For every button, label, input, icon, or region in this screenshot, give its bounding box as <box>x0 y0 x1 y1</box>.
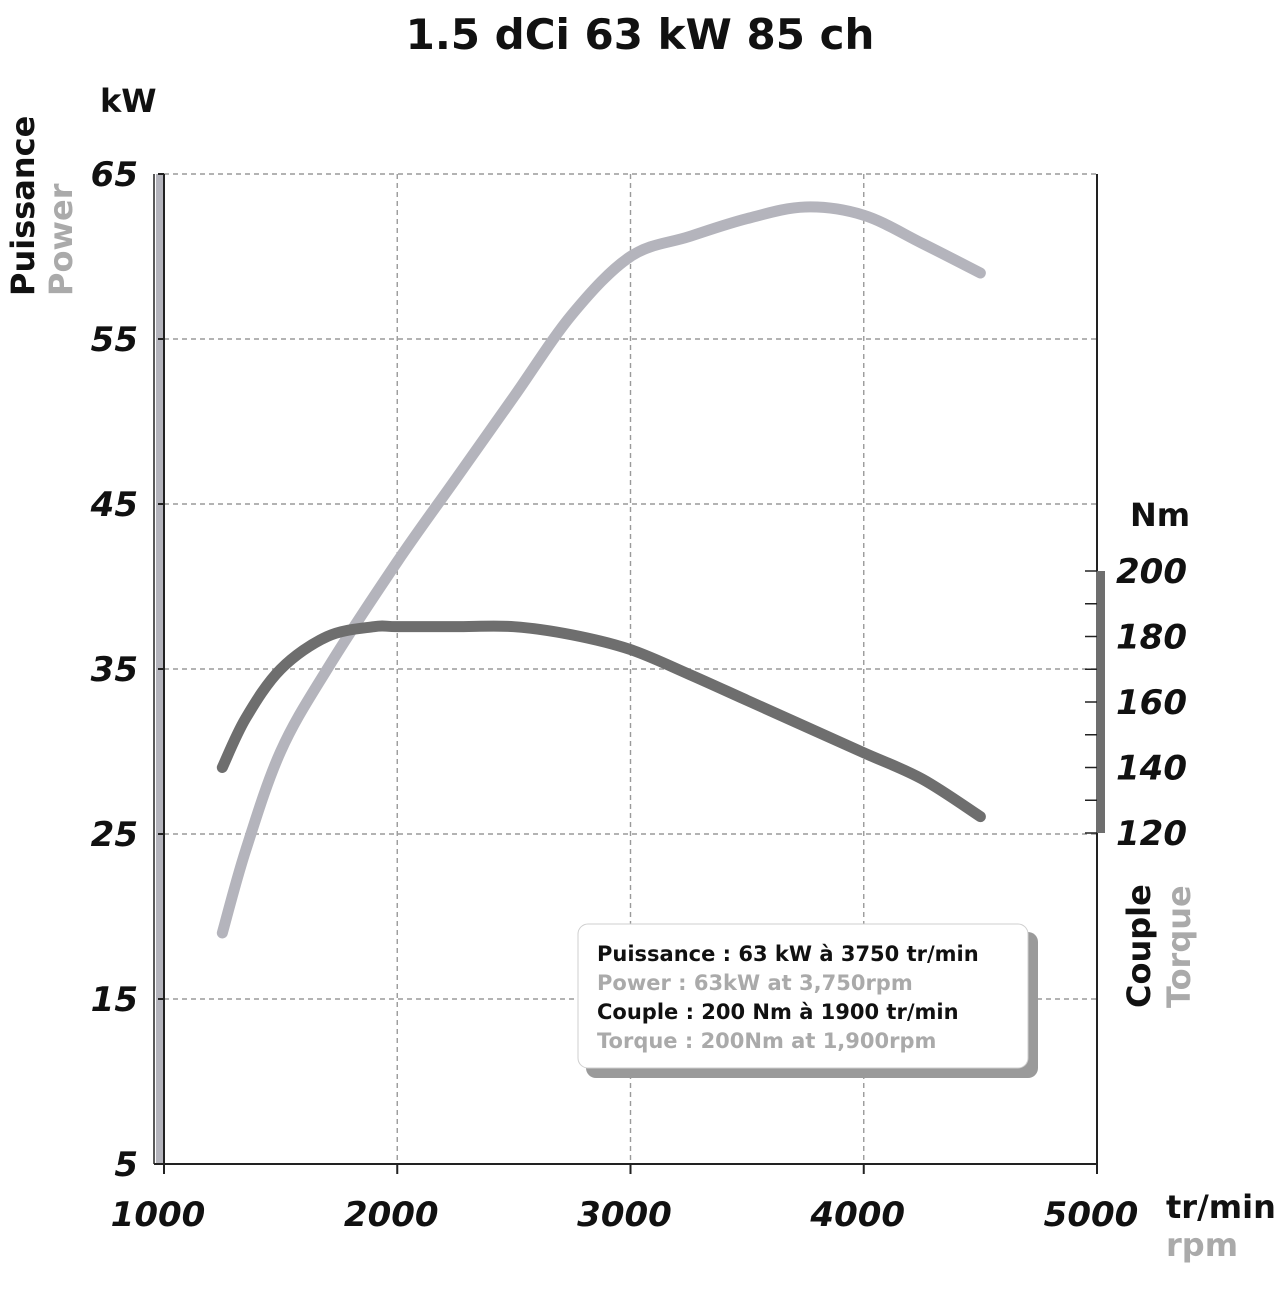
left-tick-label: 15 <box>91 980 138 1020</box>
left-tick-label: 55 <box>91 320 138 360</box>
annotation-line: Torque : 200Nm at 1,900rpm <box>597 1029 936 1053</box>
power-series-line <box>216 201 986 939</box>
right-tick-label: 140 <box>1116 749 1187 789</box>
left-unit-label: kW <box>100 82 157 120</box>
bottom-tick-label: 4000 <box>809 1195 905 1235</box>
left-tick-label: 45 <box>90 485 138 525</box>
labels-layer: 5 15 25 35 45 55 65 1000 2000 3000 4000 5000 120 140 1… <box>4 82 1276 1264</box>
left-tick-label: 65 <box>91 155 138 195</box>
right-axis-bar <box>1096 571 1105 833</box>
left-axis-title: Puissance <box>4 116 42 296</box>
bottom-tick-label: 2000 <box>344 1195 439 1235</box>
right-tick-label: 160 <box>1116 683 1187 723</box>
right-tick-label: 200 <box>1116 552 1187 592</box>
left-axis-title-en: Power <box>42 183 80 296</box>
left-tick-label: 5 <box>114 1145 138 1185</box>
annotation-line: Couple : 200 Nm à 1900 tr/min <box>597 1000 959 1024</box>
annotation-line: Power : 63kW at 3,750rpm <box>597 971 913 995</box>
grid-layer <box>164 173 1097 1164</box>
x-unit-label-en: rpm <box>1166 1226 1238 1264</box>
bottom-tick-label: 1000 <box>111 1195 206 1235</box>
bottom-tick-label: 5000 <box>1044 1195 1139 1235</box>
annotation-box <box>577 923 1029 1069</box>
left-tick-label: 35 <box>91 650 138 690</box>
annotation-line: Puissance : 63 kW à 3750 tr/min <box>597 942 979 966</box>
right-axis-title: Couple <box>1120 884 1158 1008</box>
left-tick-label: 25 <box>91 815 138 855</box>
torque-series-line <box>216 620 986 823</box>
x-unit-label: tr/min <box>1166 1188 1276 1226</box>
right-axis-title-en: Torque <box>1160 885 1198 1008</box>
axes-layer <box>153 173 1105 1174</box>
right-tick-label: 120 <box>1116 814 1187 854</box>
series-layer <box>216 201 986 939</box>
right-unit-label: Nm <box>1130 496 1190 534</box>
right-tick-label: 180 <box>1116 618 1187 658</box>
bottom-tick-label: 3000 <box>577 1195 672 1235</box>
chart-title: 1.5 dCi 63 kW 85 ch <box>405 10 875 59</box>
annotation-layer: Puissance : 63 kW à 3750 tr/min Power : 6… <box>577 923 1038 1078</box>
